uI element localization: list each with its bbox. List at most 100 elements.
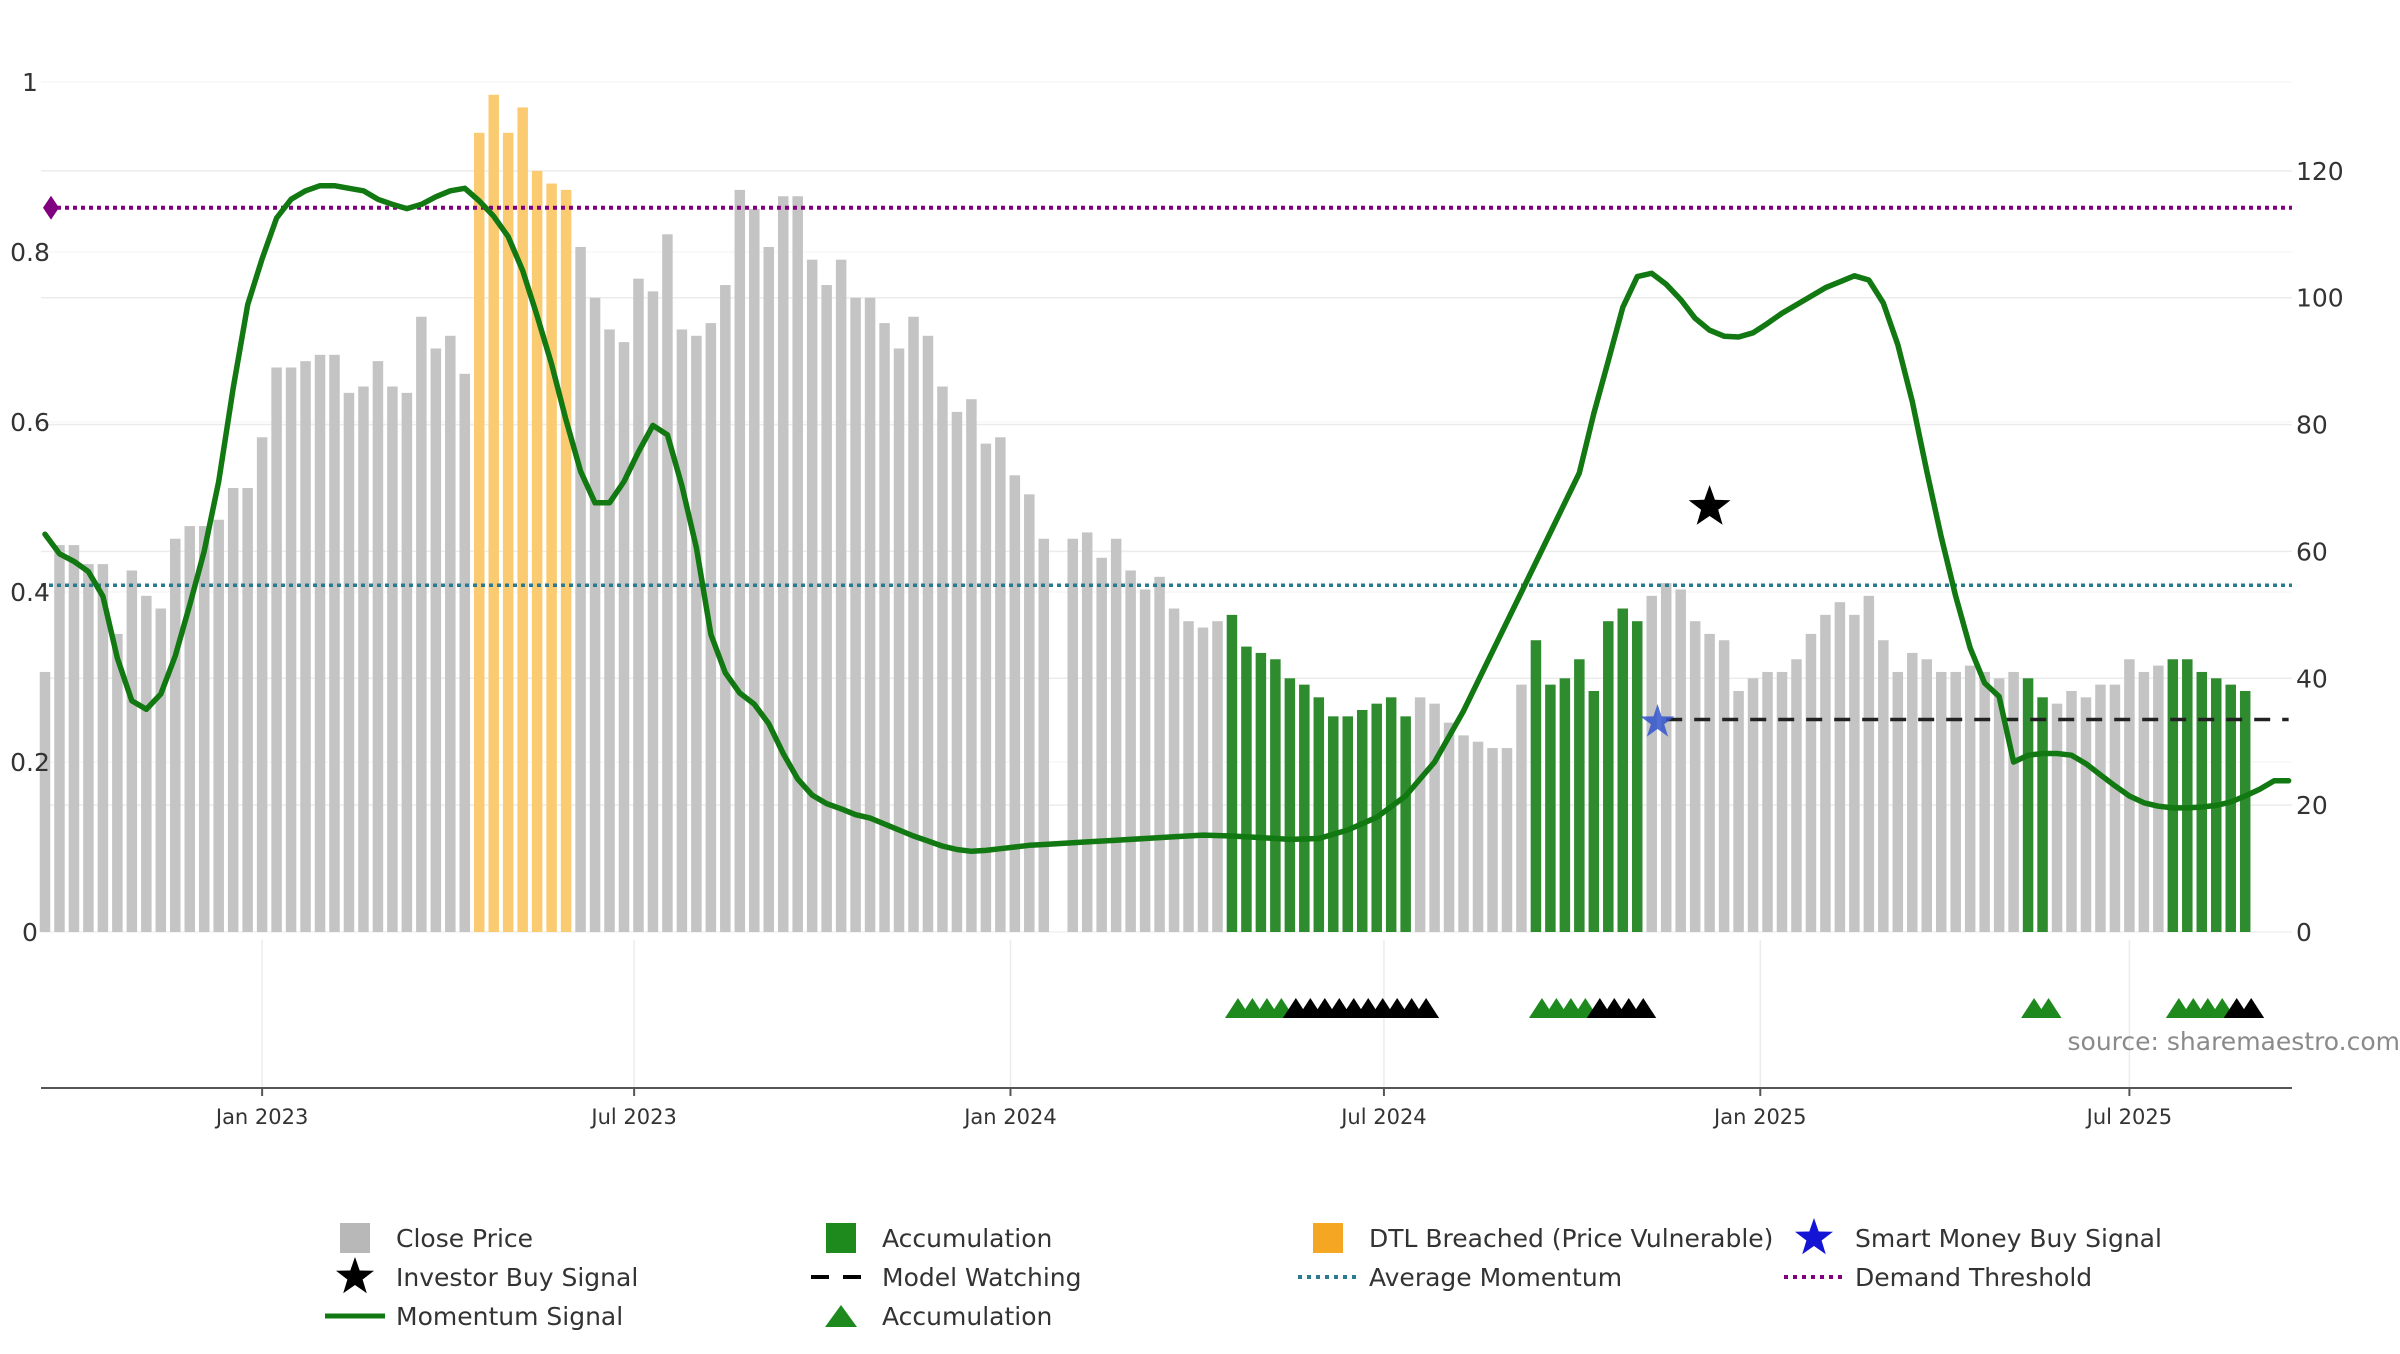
close-price-bar	[1502, 748, 1513, 932]
accumulation-bar	[1589, 691, 1600, 932]
dtl-breached-bar	[503, 133, 514, 932]
accumulation-bar	[2168, 659, 2179, 932]
close-price-bar	[460, 374, 471, 932]
legend-symbol-star	[336, 1257, 374, 1293]
close-price-bar	[981, 444, 992, 932]
close-price-bar	[54, 545, 65, 932]
close-price-bar	[691, 336, 702, 932]
close-price-bar	[1516, 685, 1527, 932]
left-axis-tick-label: 1	[22, 68, 38, 97]
close-price-bar	[807, 260, 818, 932]
close-price-bar	[792, 196, 803, 932]
close-price-bar	[69, 545, 80, 932]
accumulation-bar	[1400, 716, 1411, 932]
close-price-bar	[764, 247, 775, 932]
right-axis-tick-label: 20	[2296, 791, 2328, 820]
close-price-bar	[2052, 704, 2063, 932]
close-price-bar	[329, 355, 340, 932]
close-price-bar	[1820, 615, 1831, 932]
right-axis-tick-label: 60	[2296, 537, 2328, 566]
close-price-bar	[83, 564, 94, 932]
close-price-bar	[1849, 615, 1860, 932]
close-price-bar	[1082, 532, 1093, 932]
close-price-bar	[1878, 640, 1889, 932]
legend-label: Momentum Signal	[396, 1302, 623, 1331]
close-price-bar	[836, 260, 847, 932]
close-price-bar	[1733, 691, 1744, 932]
accumulation-bar	[1285, 678, 1296, 932]
dtl-breached-bar	[474, 133, 485, 932]
close-price-bar	[590, 298, 601, 932]
close-price-bar	[387, 387, 398, 932]
close-price-bar	[1777, 672, 1788, 932]
legend-symbol-square	[340, 1223, 370, 1253]
right-axis-tick-label: 120	[2296, 157, 2344, 186]
close-price-bar	[445, 336, 456, 932]
close-price-bar	[344, 393, 355, 932]
close-price-bar	[1458, 735, 1469, 932]
close-price-bar	[1125, 570, 1136, 932]
close-price-bar	[648, 291, 659, 932]
dtl-breached-bar	[561, 190, 572, 932]
legend: Close Price Accumulation DTL Breached (Pri…	[325, 1218, 2162, 1331]
legend-triangle	[825, 1305, 857, 1327]
close-price-bar	[662, 234, 673, 932]
close-price-bar	[1950, 672, 1961, 932]
close-price-bar	[1835, 602, 1846, 932]
close-price-bar	[1791, 659, 1802, 932]
close-price-bar	[1893, 672, 1904, 932]
close-price-bar	[228, 488, 239, 932]
close-price-bar	[1979, 672, 1990, 932]
close-price-bar	[937, 387, 948, 932]
close-price-bar	[1675, 589, 1686, 932]
close-price-bar	[575, 247, 586, 932]
x-axis-tick-label: Jan 2025	[1712, 1105, 1807, 1129]
accumulation-bar	[1256, 653, 1267, 932]
legend-label: DTL Breached (Price Vulnerable)	[1369, 1224, 1773, 1253]
accumulation-bar	[1545, 685, 1556, 932]
legend-label: Demand Threshold	[1855, 1263, 2092, 1292]
close-price-bar	[1661, 583, 1672, 932]
close-price-bar	[358, 387, 369, 932]
close-price-bar	[677, 329, 688, 932]
close-price-bar	[1111, 539, 1122, 932]
accumulation-bar	[1328, 716, 1339, 932]
left-axis-tick-label: 0	[22, 918, 38, 947]
accumulation-bar	[1386, 697, 1397, 932]
close-price-bar	[1936, 672, 1947, 932]
close-price-bar	[2153, 666, 2164, 932]
accumulation-bar	[1632, 621, 1643, 932]
close-price-bar	[749, 209, 760, 932]
legend-symbol-star	[1795, 1218, 1833, 1254]
close-price-bar	[1039, 539, 1050, 932]
legend-label: Close Price	[396, 1224, 533, 1253]
accumulation-bar	[2225, 685, 2236, 932]
close-price-bar	[112, 634, 123, 932]
accumulation-bar	[1241, 647, 1252, 932]
legend-swatch	[340, 1223, 370, 1253]
close-price-bar	[315, 355, 326, 932]
legend-label: Accumulation	[882, 1224, 1052, 1253]
close-price-bar	[40, 672, 51, 932]
close-price-bar	[1646, 596, 1657, 932]
accumulation-bar	[2037, 697, 2048, 932]
close-price-bar	[1154, 577, 1165, 932]
close-price-bar	[1212, 621, 1223, 932]
close-price-bar	[1748, 678, 1759, 932]
close-price-bar	[199, 526, 210, 932]
close-price-bar	[2095, 685, 2106, 932]
accumulation-bar	[1531, 640, 1542, 932]
accumulation-bar	[2182, 659, 2193, 932]
close-price-bar	[1704, 634, 1715, 932]
close-price-bar	[1140, 589, 1151, 932]
accumulation-bar	[1270, 659, 1281, 932]
legend-star	[1795, 1218, 1833, 1254]
close-price-bar	[1024, 494, 1035, 932]
legend-label: Smart Money Buy Signal	[1855, 1224, 2162, 1253]
accumulation-bar	[1314, 697, 1325, 932]
legend-label: Model Watching	[882, 1263, 1082, 1292]
close-price-bar	[213, 520, 224, 932]
accumulation-bar	[1574, 659, 1585, 932]
close-price-bar	[431, 348, 442, 932]
close-price-bar	[1183, 621, 1194, 932]
